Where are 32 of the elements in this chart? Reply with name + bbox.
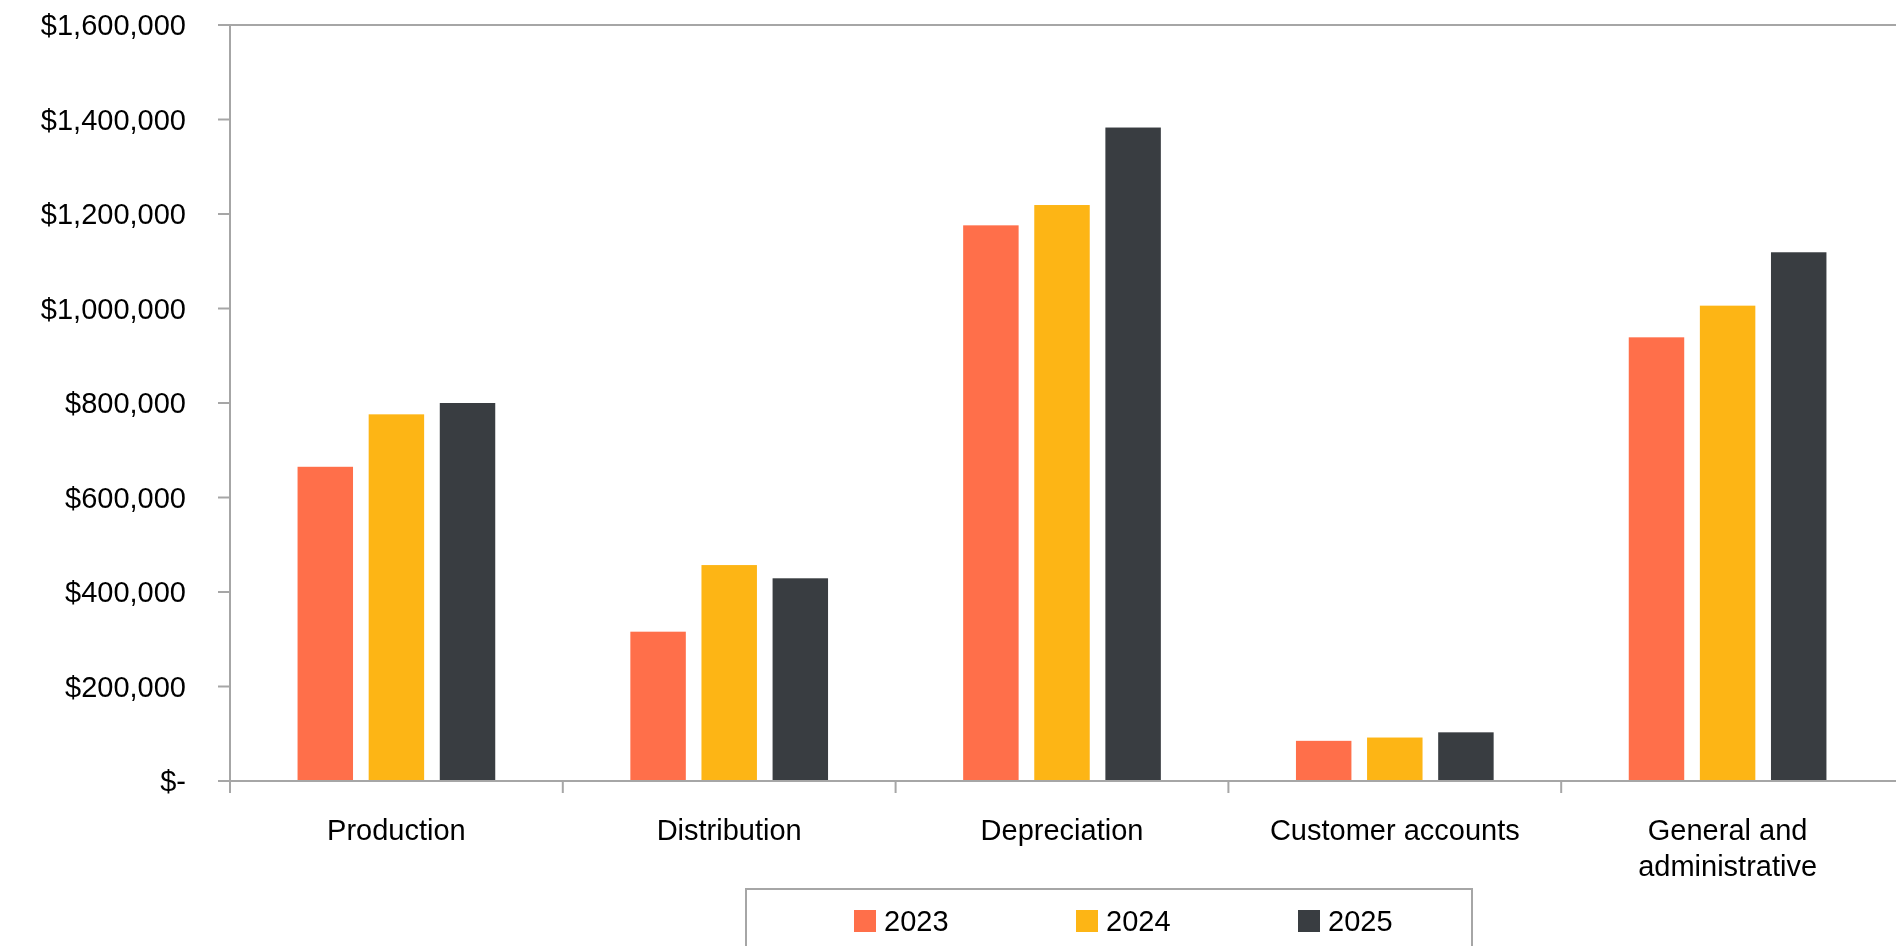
x-tick-label: Customer accounts <box>1269 814 1520 846</box>
bar <box>439 403 496 781</box>
legend-label: 2023 <box>884 905 949 937</box>
bar <box>772 578 829 781</box>
bar <box>1770 252 1827 781</box>
y-tick-label: $400,000 <box>65 576 186 608</box>
bar <box>963 225 1019 781</box>
y-tick-label: $800,000 <box>65 387 186 419</box>
y-tick-label: $600,000 <box>65 481 186 514</box>
bar <box>630 631 686 781</box>
bar <box>701 565 757 781</box>
bar <box>1367 737 1423 781</box>
y-tick-label: $- <box>160 765 186 797</box>
legend-label: 2024 <box>1106 905 1171 937</box>
bar <box>1628 337 1685 781</box>
bar <box>368 414 425 781</box>
x-tick-label: Production <box>327 814 466 846</box>
legend-label: 2025 <box>1328 905 1393 937</box>
bar <box>1105 127 1161 781</box>
x-tick-label: Depreciation <box>980 814 1144 846</box>
bar <box>1699 305 1756 781</box>
y-tick-label: $1,200,000 <box>40 198 186 230</box>
bar <box>1034 205 1090 781</box>
x-tick-label: General and administrative <box>1638 814 1818 882</box>
y-tick-label: $1,400,000 <box>40 103 186 136</box>
bar <box>1438 732 1494 781</box>
y-tick-label: $200,000 <box>65 670 186 703</box>
bar <box>297 466 354 781</box>
y-tick-label: $1,600,000 <box>40 9 186 41</box>
x-tick-label: Distribution <box>656 814 802 846</box>
bar <box>1295 740 1352 781</box>
y-tick-label: $1,000,000 <box>40 292 186 325</box>
